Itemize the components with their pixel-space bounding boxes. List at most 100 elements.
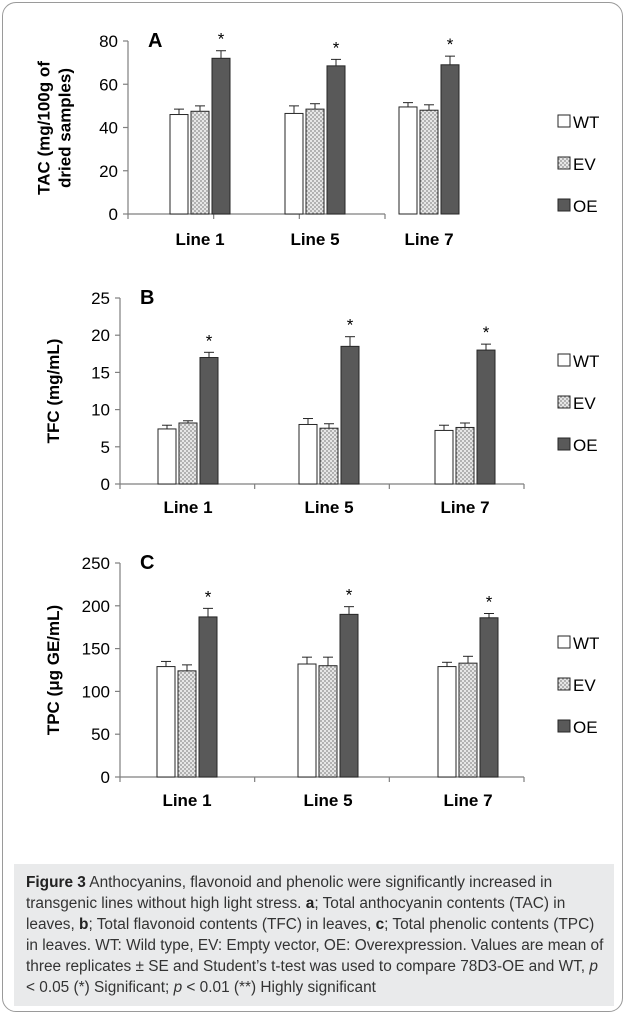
- bar-oe: [339, 613, 359, 778]
- legend-swatch-ev: [557, 395, 571, 409]
- caption-threshold-1: < 0.05 (*) Significant;: [26, 979, 174, 996]
- significance-marker: *: [447, 35, 454, 54]
- y-tick-label: 10: [91, 401, 110, 420]
- legend-swatch-ev: [557, 677, 571, 691]
- bar-ev: [177, 670, 197, 778]
- bar-ev: [178, 422, 198, 485]
- x-category-label: Line 5: [290, 230, 339, 249]
- bar-ev: [318, 665, 338, 778]
- bar-ev: [319, 427, 339, 485]
- legend-label-oe: OE: [573, 718, 598, 737]
- bar-oe: [340, 345, 360, 485]
- significance-marker: *: [486, 593, 493, 612]
- significance-marker: *: [347, 316, 354, 335]
- y-tick-label: 200: [82, 597, 110, 616]
- legend-swatch-wt: [557, 635, 571, 649]
- bar-oe: [211, 57, 231, 215]
- bar-ev: [305, 108, 325, 215]
- bar-oe: [479, 617, 499, 778]
- panel-letter: B: [140, 287, 154, 309]
- y-tick-label: 15: [91, 363, 110, 382]
- significance-marker: *: [218, 30, 225, 49]
- legend-label-oe: OE: [573, 197, 598, 216]
- bar-ev: [419, 109, 439, 215]
- y-tick-label: 250: [82, 554, 110, 573]
- x-category-label: Line 7: [443, 791, 492, 810]
- legend-label-wt: WT: [573, 352, 599, 371]
- x-category-label: Line 7: [440, 498, 489, 517]
- bar-wt: [298, 423, 318, 485]
- x-category-label: Line 5: [304, 498, 353, 517]
- y-tick-label: 0: [101, 475, 110, 494]
- y-tick-label: 0: [101, 768, 110, 787]
- bar-wt: [169, 114, 189, 215]
- chart-panel-a: 0 20 40 60 80 * Line 1 * Line 5 * Line 7 A TAC (mg/1…: [35, 30, 600, 249]
- legend-swatch-oe: [557, 719, 571, 733]
- bar-oe: [198, 616, 218, 778]
- significance-marker: *: [205, 587, 212, 606]
- panel-letter: C: [140, 552, 154, 574]
- caption-a-label: a: [305, 895, 315, 912]
- bar-wt: [434, 429, 454, 485]
- chart-panel-b: 0 5 10 15 20 25 * Line 1 * Line 5 * Line 7 B TFC (mg/…: [44, 287, 599, 517]
- legend-label-wt: WT: [573, 634, 599, 653]
- y-axis-label: TPC (μg GE/mL): [44, 605, 63, 735]
- y-tick-label: 40: [99, 119, 118, 138]
- x-category-label: Line 1: [162, 791, 211, 810]
- legend-label-ev: EV: [573, 155, 596, 174]
- caption-b-label: b: [79, 916, 89, 933]
- significance-marker: *: [333, 38, 340, 57]
- legend-swatch-wt: [557, 353, 571, 367]
- y-tick-label: 100: [82, 682, 110, 701]
- legend-label-wt: WT: [573, 113, 599, 132]
- y-tick-label: 60: [99, 75, 118, 94]
- caption-title: Anthocyanins, flavonoid and phenolic wer…: [26, 874, 553, 912]
- y-axis-label: TAC (mg/100g of: [35, 61, 54, 195]
- caption-p-symbol-2: p: [173, 979, 183, 996]
- bar-oe: [326, 65, 346, 215]
- x-category-label: Line 5: [303, 791, 352, 810]
- caption-c-label: c: [375, 916, 385, 933]
- charts-svg: 0 20 40 60 80 * Line 1 * Line 5 * Line 7 A TAC (mg/1…: [35, 30, 600, 810]
- y-axis-label: TFC (mg/mL): [44, 339, 63, 444]
- x-category-label: Line 1: [175, 230, 224, 249]
- legend-swatch-ev: [557, 156, 571, 170]
- significance-marker: *: [483, 323, 490, 342]
- legend-label-ev: EV: [573, 676, 596, 695]
- bar-wt: [437, 666, 457, 778]
- y-tick-label: 150: [82, 640, 110, 659]
- bar-oe: [476, 349, 496, 485]
- caption-p-symbol-1: p: [589, 958, 598, 975]
- caption-b-text: ; Total flavonoid contents (TFC) in leav…: [88, 916, 376, 933]
- caption-figure-label: Figure 3: [26, 874, 86, 891]
- legend-swatch-wt: [557, 114, 571, 128]
- caption-threshold-2: < 0.01 (**) Highly significant: [182, 979, 376, 996]
- y-tick-label: 0: [109, 205, 118, 224]
- chart-panel-c: 0 50 100 150 200 250 * Line 1 * Line 5 * Line 7 C TPC…: [44, 552, 599, 810]
- y-tick-label: 50: [91, 725, 110, 744]
- bar-wt: [284, 112, 304, 215]
- legend-swatch-oe: [557, 437, 571, 451]
- y-tick-label: 80: [99, 32, 118, 51]
- x-category-label: Line 1: [163, 498, 212, 517]
- x-category-label: Line 7: [404, 230, 453, 249]
- bar-oe: [199, 357, 219, 485]
- bar-wt: [297, 663, 317, 778]
- legend-label-ev: EV: [573, 394, 596, 413]
- panel-letter: A: [148, 30, 162, 52]
- significance-marker: *: [346, 586, 353, 605]
- y-tick-label: 20: [91, 326, 110, 345]
- legend-swatch-oe: [557, 198, 571, 212]
- figure-caption: Figure 3 Anthocyanins, flavonoid and phe…: [14, 864, 614, 1006]
- y-tick-label: 5: [101, 438, 110, 457]
- y-tick-label: 25: [91, 289, 110, 308]
- bar-wt: [157, 428, 177, 485]
- bar-ev: [458, 662, 478, 778]
- significance-marker: *: [206, 331, 213, 350]
- caption-a-text: ; Total anthocyanin contents (TAC) in le…: [26, 895, 566, 933]
- caption-c-text: ; Total phenolic contents (TPC) in leave…: [26, 916, 604, 975]
- y-tick-label: 20: [99, 162, 118, 181]
- bar-ev: [455, 426, 475, 485]
- bar-ev: [190, 110, 210, 215]
- bar-wt: [156, 666, 176, 778]
